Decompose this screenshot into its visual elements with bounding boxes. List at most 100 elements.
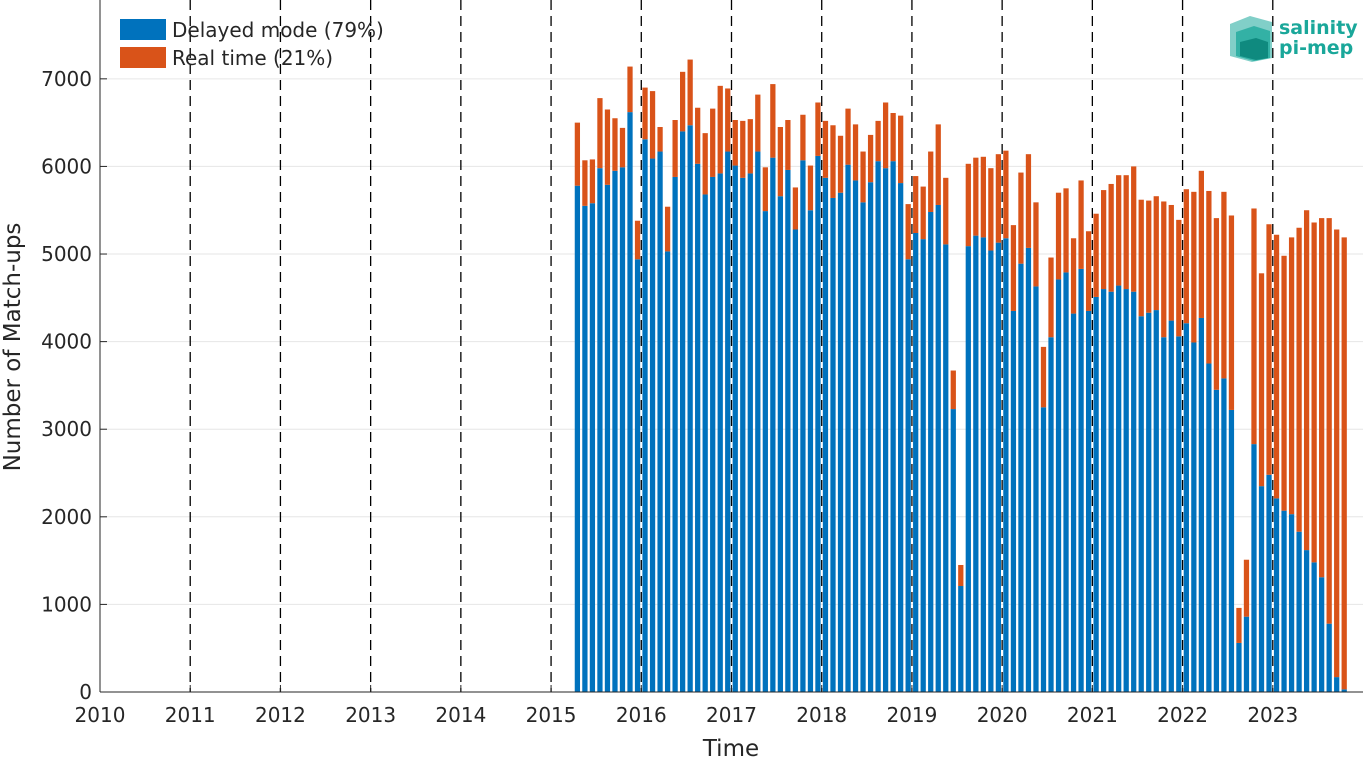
bar-delayed (710, 176, 716, 692)
legend-label-delayed: Delayed mode (79%) (172, 18, 384, 42)
bar-delayed (1033, 286, 1039, 692)
bar-realtime (1146, 200, 1152, 313)
bar-delayed (1070, 313, 1077, 692)
bar-delayed (800, 160, 806, 693)
bar-delayed (1093, 296, 1099, 692)
bar-realtime (762, 167, 768, 212)
x-tick-label: 2011 (165, 703, 216, 727)
x-tick-label: 2018 (796, 703, 847, 727)
bar-realtime (1213, 218, 1220, 390)
bar-delayed (1296, 531, 1302, 692)
bar-delayed (1228, 409, 1235, 692)
bar-realtime (1161, 201, 1167, 338)
bar-realtime (1153, 196, 1159, 311)
legend-swatch-delayed (120, 19, 166, 40)
bar-delayed (1288, 514, 1295, 692)
bar-delayed (1319, 577, 1325, 692)
bar-delayed (1131, 291, 1137, 692)
bar-realtime (875, 120, 881, 162)
bar-delayed (1010, 310, 1017, 692)
bar-realtime (1311, 222, 1317, 563)
bar-realtime (800, 114, 806, 161)
bar-realtime (1258, 273, 1265, 487)
bar-delayed (732, 165, 738, 693)
bar-realtime (1131, 166, 1137, 292)
bar-delayed (965, 246, 971, 692)
bar-delayed (1018, 263, 1024, 692)
bar-realtime (1236, 607, 1242, 643)
legend: Delayed mode (79%) Real time (21%) (120, 18, 384, 70)
bar-delayed (680, 131, 686, 692)
bar-realtime (725, 88, 731, 152)
bar-realtime (702, 133, 708, 195)
bar-delayed (1213, 389, 1220, 692)
y-tick-label: 7000 (41, 67, 92, 91)
bar-delayed (905, 259, 911, 692)
bar-realtime (1341, 237, 1347, 690)
bar-realtime (1010, 225, 1017, 311)
bar-delayed (649, 158, 656, 693)
bar-delayed (1183, 323, 1189, 692)
bar-delayed (1153, 310, 1159, 692)
bar-realtime (958, 564, 964, 587)
bar-delayed (634, 259, 641, 692)
bar-delayed (1198, 317, 1204, 692)
bar-delayed (619, 167, 626, 692)
bar-delayed (1176, 336, 1182, 692)
bar-delayed (973, 235, 979, 692)
bar-realtime (1319, 218, 1325, 578)
y-tick-label: 2000 (41, 505, 92, 529)
bar-realtime (905, 204, 911, 260)
x-tick-label: 2015 (526, 703, 577, 727)
bar-realtime (815, 102, 821, 156)
bar-delayed (755, 151, 761, 693)
bar-delayed (740, 177, 746, 692)
bar-delayed (785, 169, 791, 692)
bar-delayed (762, 211, 768, 692)
bar-realtime (920, 186, 926, 240)
bar-realtime (1296, 227, 1302, 532)
bar-realtime (882, 102, 889, 169)
bar-realtime (1191, 191, 1197, 343)
y-tick-label: 5000 (41, 242, 92, 266)
bar-delayed (958, 586, 964, 692)
bar-realtime (1070, 238, 1077, 314)
bar-realtime (657, 127, 663, 152)
salinity-pimep-logo-icon (1230, 16, 1272, 62)
bar-realtime (1116, 175, 1122, 286)
bar-delayed (747, 173, 753, 692)
bar-realtime (1251, 208, 1257, 445)
bar-realtime (1198, 170, 1204, 318)
y-tick-labels: 0 1000 2000 3000 4000 5000 6000 7000 (41, 67, 92, 704)
bar-realtime (1228, 215, 1235, 410)
bar-delayed (1161, 337, 1167, 692)
bar-realtime (710, 108, 716, 177)
bar-realtime (928, 151, 934, 212)
y-tick-label: 6000 (41, 154, 92, 178)
bar-delayed (627, 112, 633, 693)
bar-realtime (890, 113, 896, 162)
bar-realtime (695, 107, 701, 164)
bar-delayed (928, 211, 934, 693)
bar-realtime (1183, 189, 1189, 324)
y-tick-label: 0 (79, 680, 92, 704)
x-tick-label: 2013 (345, 703, 396, 727)
bar-delayed (1326, 623, 1332, 692)
bar-realtime (1138, 199, 1144, 317)
bar-delayed (890, 161, 896, 693)
bar-delayed (702, 194, 708, 692)
bar-delayed (830, 197, 836, 692)
bar-realtime (852, 124, 859, 181)
bar-realtime (649, 91, 656, 159)
bar-delayed (1258, 486, 1265, 692)
bar-realtime (680, 71, 686, 132)
bar-realtime (1206, 190, 1212, 364)
bar-delayed (642, 139, 648, 692)
bar-realtime (777, 127, 783, 197)
bar-realtime (1048, 257, 1054, 338)
bar-delayed (837, 192, 844, 692)
bars (574, 59, 1347, 693)
bar-realtime (642, 87, 648, 140)
bar-delayed (807, 210, 814, 693)
bar-delayed (1236, 642, 1242, 692)
